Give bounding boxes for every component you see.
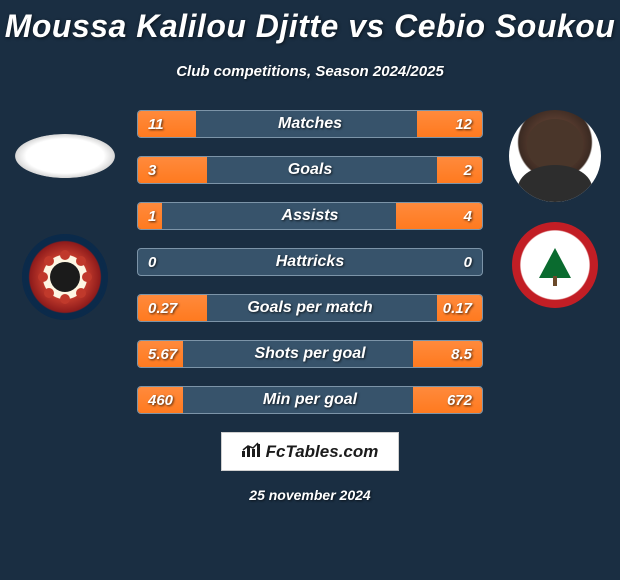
stat-label: Hattricks bbox=[138, 249, 482, 275]
right-player-column bbox=[500, 110, 610, 308]
stat-value-right: 0 bbox=[464, 249, 472, 275]
stat-label: Assists bbox=[138, 203, 482, 229]
stat-row: 3Goals2 bbox=[137, 156, 483, 184]
stat-label: Matches bbox=[138, 111, 482, 137]
page-title: Moussa Kalilou Djitte vs Cebio Soukou bbox=[0, 0, 620, 45]
stat-value-right: 2 bbox=[464, 157, 472, 183]
brand-link[interactable]: FcTables.com bbox=[221, 432, 400, 471]
right-player-avatar bbox=[509, 110, 601, 202]
left-player-avatar bbox=[15, 134, 115, 178]
stat-row: 1Assists4 bbox=[137, 202, 483, 230]
brand-label: FcTables.com bbox=[266, 442, 379, 462]
right-club-badge bbox=[512, 222, 598, 308]
footer: FcTables.com bbox=[0, 432, 620, 471]
stat-row: 460Min per goal672 bbox=[137, 386, 483, 414]
stat-label: Goals per match bbox=[138, 295, 482, 321]
stat-row: 0.27Goals per match0.17 bbox=[137, 294, 483, 322]
stat-value-right: 4 bbox=[464, 203, 472, 229]
stat-value-right: 8.5 bbox=[451, 341, 472, 367]
stat-label: Shots per goal bbox=[138, 341, 482, 367]
stat-row: 11Matches12 bbox=[137, 110, 483, 138]
stat-row: 5.67Shots per goal8.5 bbox=[137, 340, 483, 368]
subtitle: Club competitions, Season 2024/2025 bbox=[0, 63, 620, 80]
comparison-panel: 11Matches12 3Goals2 1Assists4 0Hattricks0 0.… bbox=[0, 110, 620, 414]
stat-value-right: 672 bbox=[447, 387, 472, 413]
stat-label: Goals bbox=[138, 157, 482, 183]
stat-bars: 11Matches12 3Goals2 1Assists4 0Hattricks0 0.… bbox=[137, 110, 483, 414]
chart-icon bbox=[242, 441, 260, 462]
date-label: 25 november 2024 bbox=[0, 487, 620, 503]
stat-label: Min per goal bbox=[138, 387, 482, 413]
stat-value-right: 0.17 bbox=[443, 295, 472, 321]
left-club-badge bbox=[22, 234, 108, 320]
stat-row: 0Hattricks0 bbox=[137, 248, 483, 276]
stat-value-right: 12 bbox=[455, 111, 472, 137]
left-player-column bbox=[10, 110, 120, 320]
